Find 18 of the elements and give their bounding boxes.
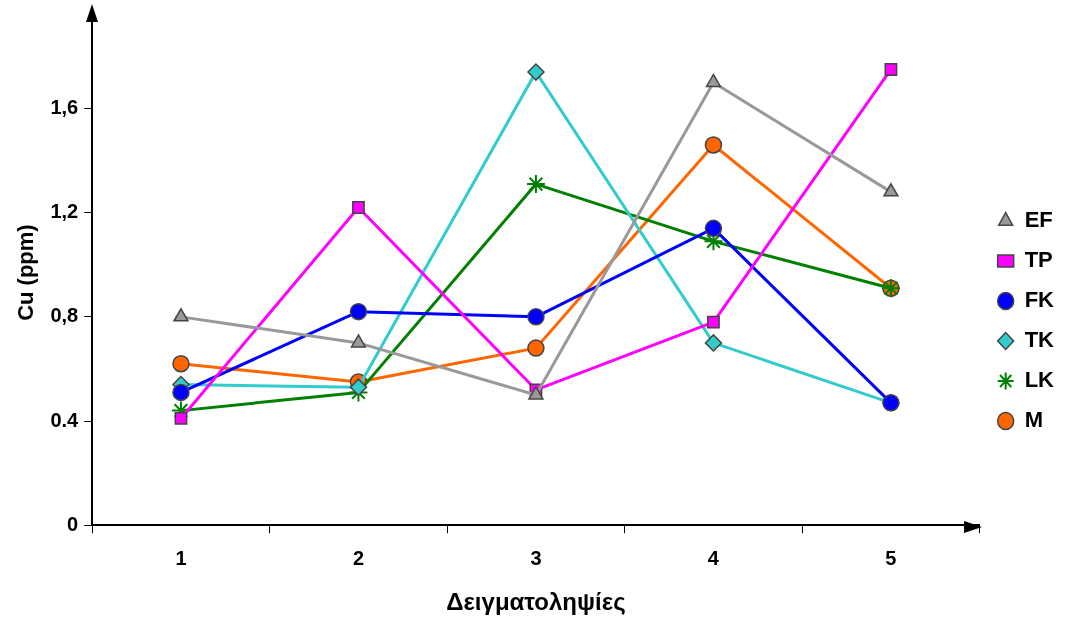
x-axis-title: Δειγματοληψίες: [446, 588, 626, 616]
legend-label: TP: [1024, 247, 1053, 273]
legend-label: M: [1024, 407, 1043, 433]
x-tick-label: 3: [530, 546, 542, 569]
y-tick-label: 1,2: [50, 200, 79, 223]
legend-label: EF: [1024, 207, 1053, 233]
x-tick-label: 4: [707, 546, 720, 569]
x-tick-label: 2: [352, 546, 365, 569]
y-tick-label: 0,8: [50, 304, 79, 327]
y-tick-label: 0.4: [50, 408, 80, 431]
y-tick-label: 1,6: [50, 96, 79, 119]
x-tick-label: 5: [885, 546, 897, 569]
legend-label: LK: [1024, 367, 1055, 393]
y-tick-label: 0: [67, 512, 79, 535]
legend-label: TK: [1024, 327, 1055, 353]
legend-label: FK: [1024, 287, 1055, 313]
x-tick-label: 1: [175, 546, 187, 569]
y-axis-title: Cu (ppm): [13, 224, 39, 321]
